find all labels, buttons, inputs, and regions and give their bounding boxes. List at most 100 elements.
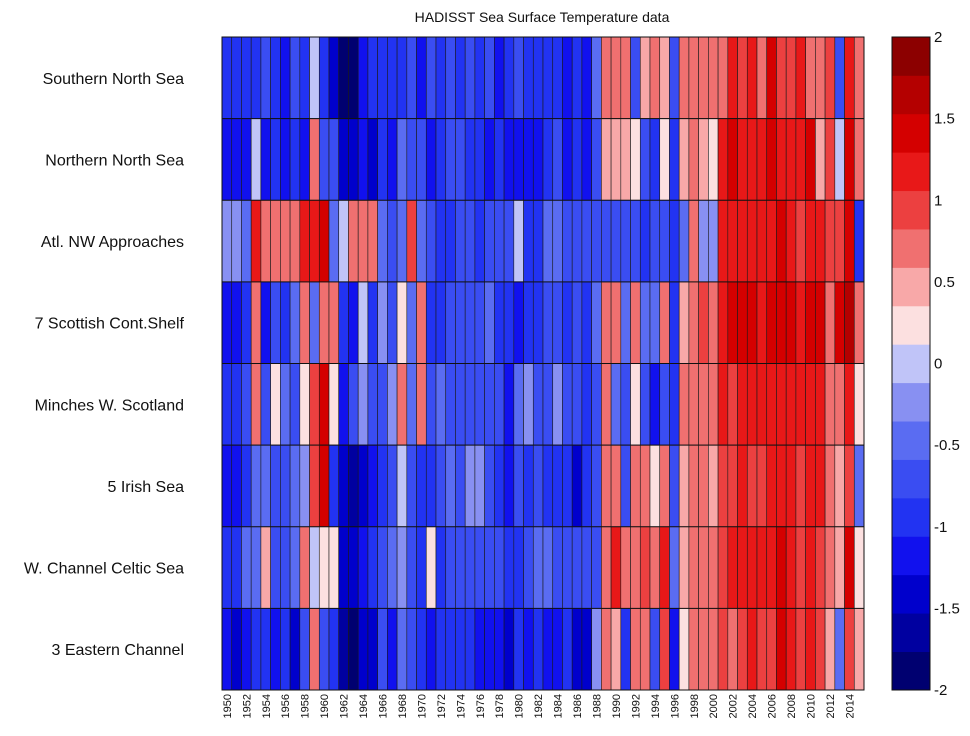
- x-tick-label: 1996: [669, 694, 681, 718]
- heatmap-cell: [328, 444, 340, 528]
- heatmap-cell: [805, 118, 816, 201]
- x-tick-label: 1950: [222, 694, 234, 718]
- heatmap-cell: [649, 444, 661, 528]
- colorbar-swatch: [892, 267, 930, 307]
- heatmap-cell: [727, 526, 738, 609]
- heatmap-cell: [834, 444, 845, 528]
- heatmap-cell: [494, 608, 505, 691]
- heatmap-cell: [542, 118, 554, 201]
- heatmap-cell: [338, 363, 349, 446]
- heatmap-cell: [289, 363, 301, 446]
- heatmap-cell: [708, 608, 719, 691]
- heatmap-cell: [591, 363, 602, 446]
- heatmap-cell: [853, 36, 865, 119]
- heatmap-cell: [678, 36, 690, 119]
- heatmap-cell: [309, 36, 320, 119]
- heatmap-cell: [620, 526, 631, 609]
- heatmap-cell: [367, 199, 378, 283]
- heatmap-cell: [338, 281, 349, 364]
- heatmap-cell: [795, 363, 806, 446]
- heatmap-cell: [532, 444, 544, 528]
- heatmap-cell: [377, 444, 388, 528]
- heatmap-cell: [766, 281, 777, 364]
- heatmap-cell: [513, 608, 524, 691]
- x-tick-label: 2002: [728, 694, 740, 718]
- heatmap-cell: [824, 118, 836, 201]
- x-tick-label: 1994: [650, 694, 662, 718]
- heatmap-cell: [815, 36, 826, 119]
- x-tick-label: 1962: [339, 694, 351, 718]
- x-tick-label: 1988: [592, 694, 604, 718]
- heatmap-cell: [425, 608, 437, 691]
- heatmap-cell: [474, 281, 485, 364]
- heatmap-cell: [532, 608, 544, 691]
- heatmap-cell: [484, 526, 495, 609]
- heatmap-cell: [464, 118, 476, 201]
- heatmap-cell: [639, 199, 651, 283]
- heatmap-cell: [513, 526, 524, 609]
- heatmap-cell: [834, 608, 845, 691]
- heatmap-cell: [484, 281, 495, 364]
- heatmap-cell: [377, 526, 388, 609]
- heatmap-cell: [834, 281, 845, 364]
- heatmap-cell: [425, 526, 437, 609]
- heatmap-cell: [601, 526, 612, 609]
- heatmap-cell: [289, 118, 301, 201]
- heatmap-cell: [649, 281, 661, 364]
- heatmap-cell: [357, 526, 369, 609]
- heatmap-cell: [844, 526, 855, 609]
- colorbar-swatch: [892, 37, 930, 76]
- heatmap-cell: [221, 363, 233, 446]
- heatmap-cell: [416, 608, 427, 691]
- heatmap-cell: [844, 281, 855, 364]
- heatmap-cell: [591, 608, 602, 691]
- x-tick-label: 1956: [280, 694, 292, 718]
- heatmap-cell: [425, 363, 437, 446]
- heatmap-cell: [455, 118, 466, 201]
- heatmap-cell: [260, 444, 271, 528]
- heatmap-cell: [318, 281, 330, 364]
- heatmap-cell: [669, 36, 680, 119]
- heatmap-cell: [649, 608, 661, 691]
- heatmap-cell: [338, 118, 349, 201]
- heatmap-cell: [503, 36, 515, 119]
- heatmap-cell: [474, 608, 485, 691]
- heatmap-cell: [455, 199, 466, 283]
- heatmap-cell: [678, 118, 690, 201]
- heatmap-cell: [620, 444, 631, 528]
- heatmap-cell: [776, 526, 787, 609]
- heatmap-cell: [601, 444, 612, 528]
- colorbar-swatch: [892, 229, 930, 268]
- heatmap-cell: [231, 36, 242, 119]
- heatmap-cell: [270, 281, 281, 364]
- heatmap-cell: [250, 36, 262, 119]
- heatmap-cell: [416, 526, 427, 609]
- heatmap-cell: [387, 363, 398, 446]
- heatmap-cell: [338, 36, 349, 119]
- colorbar-tick-label: 2: [934, 29, 942, 46]
- heatmap-cell: [318, 36, 330, 119]
- x-tick-label: 1992: [630, 694, 642, 718]
- x-tick-label: 1968: [397, 694, 409, 718]
- heatmap-cell: [280, 36, 291, 119]
- heatmap-cell: [328, 36, 340, 119]
- heatmap-cell: [737, 363, 748, 446]
- heatmap-cell: [815, 444, 826, 528]
- heatmap-cell: [494, 281, 505, 364]
- heatmap-cell: [562, 526, 573, 609]
- heatmap-cell: [280, 118, 291, 201]
- heatmap-cell: [241, 281, 252, 364]
- heatmap-cell: [795, 118, 806, 201]
- heatmap-cell: [280, 608, 291, 691]
- heatmap-cell: [435, 363, 447, 446]
- heatmap-cell: [464, 526, 476, 609]
- heatmap-cell: [309, 608, 320, 691]
- heatmap-cell: [299, 199, 310, 283]
- heatmap-cell: [698, 281, 709, 364]
- x-tick-label: 1984: [553, 694, 565, 718]
- heatmap-cell: [250, 199, 262, 283]
- heatmap-cell: [309, 526, 320, 609]
- heatmap-cell: [639, 526, 651, 609]
- heatmap-cell: [289, 36, 301, 119]
- heatmap-cell: [746, 526, 758, 609]
